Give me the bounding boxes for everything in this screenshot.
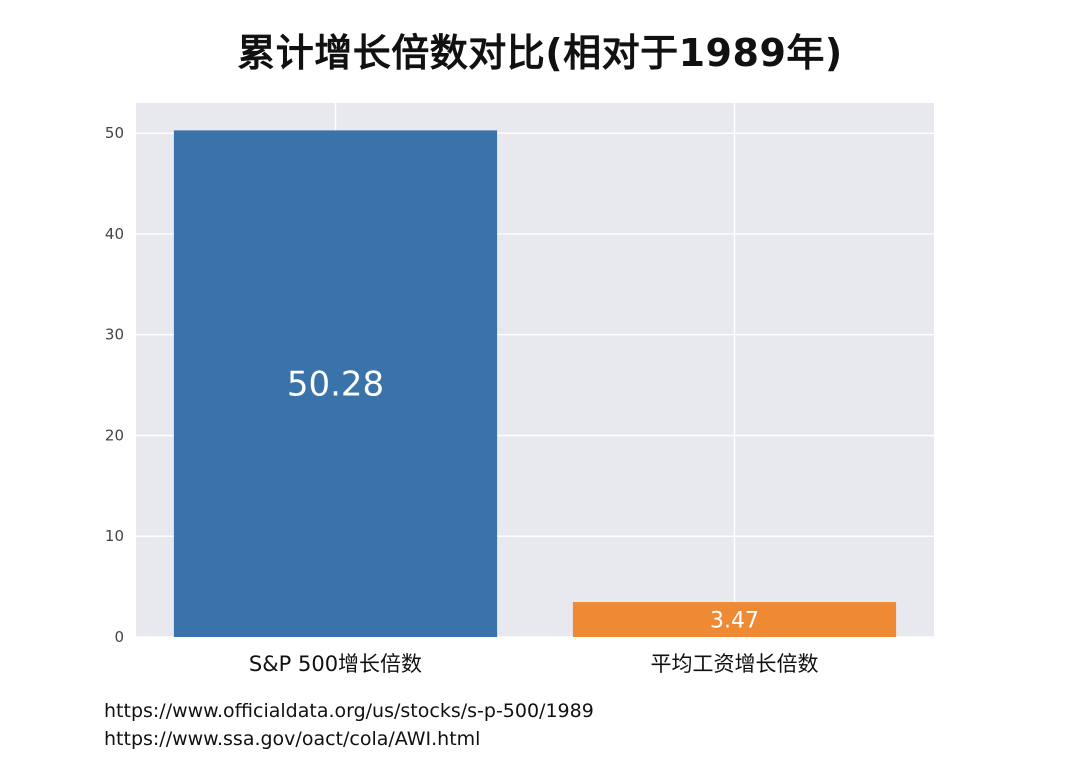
bar-value-label-1: 50.28 [287,365,384,405]
x-category-label-2: 平均工资增长倍数 [651,652,819,676]
y-tick-label: 40 [105,225,124,243]
source-list: https://www.officialdata.org/us/stocks/s… [104,697,594,753]
y-tick-label: 0 [114,628,124,646]
y-tick-label: 20 [105,426,124,444]
x-axis-categories: S&P 500增长倍数 平均工资增长倍数 [249,652,819,676]
source-link-1[interactable]: https://www.officialdata.org/us/stocks/s… [104,700,594,722]
source-link-2[interactable]: https://www.ssa.gov/oact/cola/AWI.html [104,728,481,750]
chart-title: 累计增长倍数对比(相对于1989年) [237,31,843,75]
y-tick-label: 50 [105,124,124,142]
y-tick-label: 10 [105,527,124,545]
bar-2 [572,602,897,637]
bars: 50.28 3.47 [173,130,897,638]
y-axis-ticks: 0 10 20 30 40 50 [105,124,124,646]
bar-1 [173,130,498,638]
x-category-label-1: S&P 500增长倍数 [249,652,422,676]
y-tick-label: 30 [105,326,124,344]
bar-value-label-2: 3.47 [710,609,759,634]
